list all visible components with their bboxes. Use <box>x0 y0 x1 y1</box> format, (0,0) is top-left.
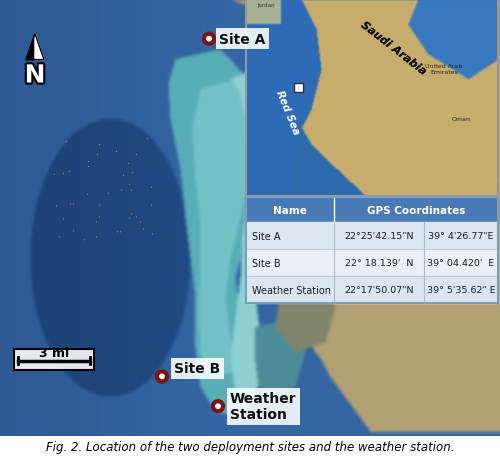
Bar <box>14 349 94 371</box>
Text: Site B: Site B <box>252 258 280 268</box>
Text: 22°25'42.15"N: 22°25'42.15"N <box>344 232 414 241</box>
Text: GPS Coordinates: GPS Coordinates <box>367 205 465 215</box>
Text: Weather Station: Weather Station <box>252 285 331 295</box>
Polygon shape <box>26 35 35 61</box>
Text: Saudi Arabia: Saudi Arabia <box>360 21 428 78</box>
Text: Fig. 2. Location of the two deployment sites and the weather station.: Fig. 2. Location of the two deployment s… <box>46 440 454 453</box>
Circle shape <box>156 370 168 383</box>
Bar <box>246 276 498 303</box>
Text: Oman: Oman <box>452 117 470 122</box>
Bar <box>246 223 498 250</box>
Text: 3 mi: 3 mi <box>39 346 69 359</box>
Circle shape <box>212 400 224 413</box>
Text: Site A: Site A <box>252 231 280 241</box>
Text: Site B: Site B <box>174 362 220 375</box>
Bar <box>246 250 498 276</box>
Text: Jordan: Jordan <box>257 4 275 8</box>
Bar <box>246 0 498 196</box>
Text: United Arab
Emirates: United Arab Emirates <box>426 64 463 75</box>
Polygon shape <box>35 35 44 61</box>
Text: Site A: Site A <box>219 33 266 47</box>
Bar <box>14 349 94 371</box>
Circle shape <box>216 404 220 409</box>
Circle shape <box>160 375 164 379</box>
Text: N: N <box>24 64 46 89</box>
Text: 39° 4'26.77"E: 39° 4'26.77"E <box>428 232 494 241</box>
Text: Weather
Station: Weather Station <box>230 391 296 421</box>
Text: Name: Name <box>273 205 307 215</box>
Text: 39° 04.420'  E: 39° 04.420' E <box>428 258 494 268</box>
Bar <box>246 197 498 303</box>
Bar <box>246 197 498 223</box>
Text: 22° 18.139'  N: 22° 18.139' N <box>345 258 413 268</box>
Text: 22°17'50.07"N: 22°17'50.07"N <box>344 285 414 294</box>
Text: 39° 5'35.62" E: 39° 5'35.62" E <box>426 285 496 294</box>
Text: Red Sea: Red Sea <box>274 89 301 135</box>
Circle shape <box>207 38 211 42</box>
Bar <box>294 84 303 93</box>
Circle shape <box>202 33 215 46</box>
